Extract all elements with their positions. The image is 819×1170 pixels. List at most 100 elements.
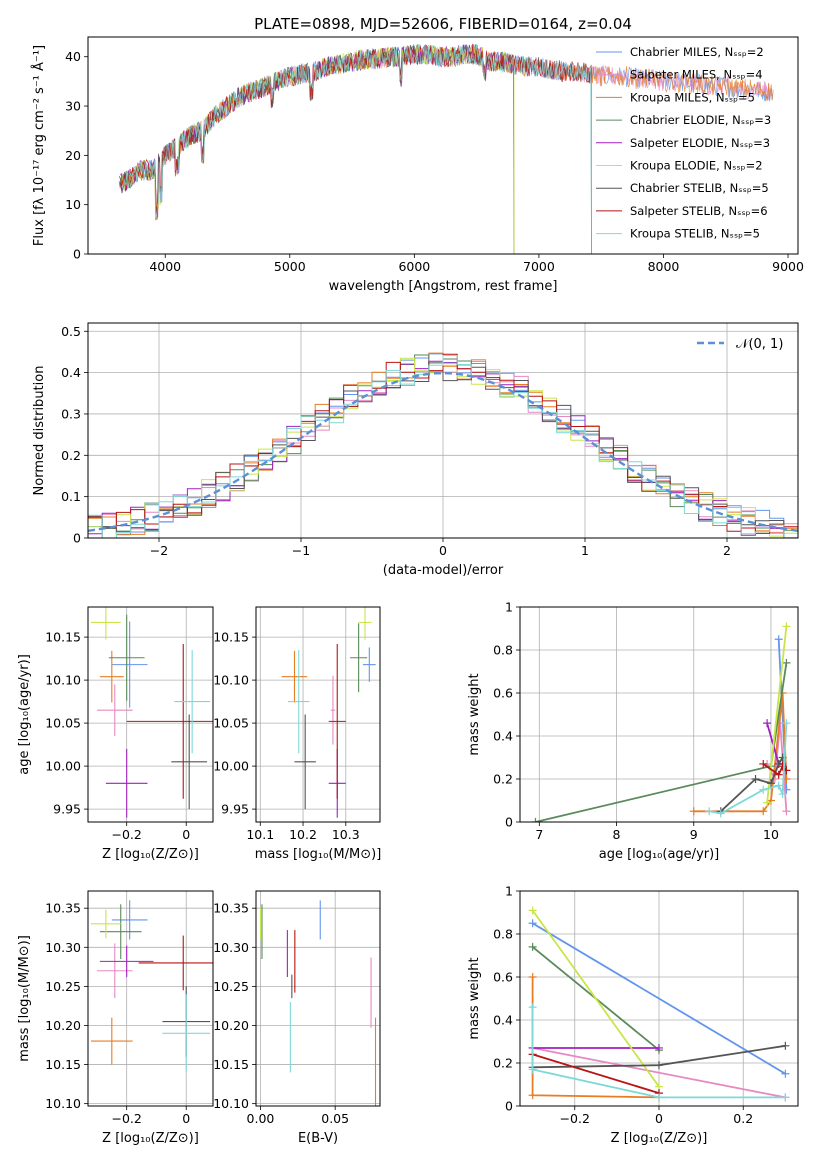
y-tick-label: 0.3 bbox=[61, 406, 81, 421]
axes-mass_vs_ebv: 0.00 0.05 10.10 10.15 10.20 10.25 10.30 10.35 E(… bbox=[213, 890, 381, 1146]
weight-line-5 bbox=[766, 626, 788, 803]
x-axis-label: age [log₁₀(age/yr)] bbox=[599, 847, 720, 862]
legend-label: Kroupa ELODIE, Nₛₛₚ=2 bbox=[630, 159, 763, 173]
legend-label: Kroupa MILES, Nₛₛₚ=5 bbox=[630, 90, 755, 104]
weight-marker-8 bbox=[781, 1093, 790, 1102]
weight-marker-8 bbox=[759, 785, 768, 794]
weight-marker-3 bbox=[531, 818, 540, 822]
axes-frame bbox=[255, 890, 381, 1107]
y-tick-label: 0.8 bbox=[493, 927, 513, 942]
y-tick-label: 20 bbox=[65, 148, 81, 163]
weight-marker-8 bbox=[774, 781, 783, 790]
y-tick-label: 1 bbox=[505, 600, 513, 615]
y-tick-label: 30 bbox=[65, 99, 81, 114]
legend-label: Kroupa STELIB, Nₛₛₚ=5 bbox=[630, 227, 760, 241]
x-tick-label: 10 bbox=[763, 827, 779, 842]
y-tick-label: 0.4 bbox=[61, 365, 81, 380]
spectrum-line-8 bbox=[121, 43, 592, 254]
y-tick-label: 10.30 bbox=[45, 940, 81, 955]
weight-marker-5 bbox=[528, 906, 537, 915]
weight-marker-1 bbox=[782, 807, 791, 816]
axes-spectrum: 4000 5000 6000 7000 8000 9000 0 10 20 30 40 wavelen… bbox=[31, 15, 804, 294]
axes-frame bbox=[519, 890, 799, 1107]
x-axis-label: Z [log₁₀(Z/Z⊙)] bbox=[102, 847, 199, 862]
plot-area-age_vs_mass bbox=[281, 607, 376, 818]
legend-label: Chabrier STELIB, Nₛₛₚ=5 bbox=[630, 181, 769, 195]
x-axis-label: E(B-V) bbox=[298, 1131, 338, 1146]
weight-marker-6 bbox=[781, 1041, 790, 1050]
y-axis-label: Normed distribution bbox=[32, 366, 47, 496]
weight-marker-7 bbox=[778, 762, 787, 771]
chart-title: PLATE=0898, MJD=52606, FIBERID=0164, z=0… bbox=[254, 15, 632, 33]
y-tick-label: 10.35 bbox=[45, 901, 81, 916]
y-tick-label: 10.10 bbox=[213, 673, 249, 688]
y-tick-label: 10.15 bbox=[45, 630, 81, 645]
x-axis-label: mass [log₁₀(M/M⊙)] bbox=[255, 847, 382, 862]
y-tick-label: 10.10 bbox=[45, 1096, 81, 1111]
weight-marker-0 bbox=[782, 785, 791, 794]
weight-marker-4 bbox=[655, 1043, 663, 1052]
plot-area-residuals bbox=[88, 352, 798, 538]
weight-line-5 bbox=[531, 909, 660, 1088]
y-tick-label: 10.20 bbox=[213, 1018, 249, 1033]
y-tick-label: 0.8 bbox=[493, 643, 513, 658]
y-tick-label: 40 bbox=[65, 49, 81, 64]
y-tick-label: 0.4 bbox=[493, 1013, 513, 1028]
plot-area-weight_vs_Z bbox=[528, 906, 790, 1102]
axes-weight_vs_Z: −0.2 0 0.2 0 0.2 0.4 0.6 0.8 1 Z [log₁₀(Z/Z⊙)] mas… bbox=[467, 884, 799, 1146]
x-tick-label: −2 bbox=[150, 543, 168, 558]
y-tick-label: 10.10 bbox=[213, 1096, 249, 1111]
y-tick-label: 0.1 bbox=[61, 489, 81, 504]
y-tick-label: 10.00 bbox=[213, 759, 249, 774]
legend-label: Salpeter STELIB, Nₛₛₚ=6 bbox=[630, 204, 768, 218]
legend-label: Chabrier ELODIE, Nₛₛₚ=3 bbox=[630, 113, 771, 127]
axes-age_vs_mass: 10.1 10.2 10.3 9.95 10.00 10.05 10.10 10.15 mass… bbox=[213, 606, 382, 862]
y-tick-label: 0 bbox=[505, 1099, 513, 1114]
x-tick-label: 0 bbox=[182, 1111, 190, 1126]
x-tick-label: 8 bbox=[613, 827, 621, 842]
y-tick-label: 0.2 bbox=[493, 772, 513, 787]
weight-line-7 bbox=[532, 1053, 660, 1094]
x-tick-label: 5000 bbox=[274, 259, 306, 274]
y-tick-label: 0 bbox=[73, 247, 81, 262]
weight-marker-0 bbox=[528, 919, 537, 928]
y-tick-label: 10.15 bbox=[213, 630, 249, 645]
y-tick-label: 10.05 bbox=[213, 716, 249, 731]
weight-marker-8 bbox=[778, 790, 787, 799]
weight-marker-0 bbox=[781, 1069, 790, 1078]
weight-line-2 bbox=[531, 977, 660, 1099]
axes-frame bbox=[255, 606, 381, 823]
x-tick-label: 8000 bbox=[648, 259, 680, 274]
x-tick-label: 2 bbox=[723, 543, 731, 558]
weight-marker-5 bbox=[763, 798, 772, 807]
weight-marker-7 bbox=[774, 770, 783, 779]
axes-age_vs_Z: −0.2 0 9.95 10.00 10.05 10.10 10.15 Z [log₁₀(Z/… bbox=[17, 606, 214, 862]
weight-marker-8 bbox=[705, 807, 714, 816]
y-tick-label: 10.15 bbox=[45, 1057, 81, 1072]
axes-weight_vs_age: 7 8 9 10 0 0.2 0.4 0.6 0.8 1 age [log₁₀(age/yr)] ma… bbox=[467, 600, 799, 862]
weight-marker-8 bbox=[655, 1093, 663, 1102]
x-tick-label: 9 bbox=[690, 827, 698, 842]
y-tick-label: 1 bbox=[505, 884, 513, 899]
x-axis-label: wavelength [Angstrom, rest frame] bbox=[329, 279, 558, 294]
legend: Chabrier MILES, Nₛₛₚ=2 Salpeter MILES, Nₛ… bbox=[596, 45, 771, 241]
weight-marker-6 bbox=[655, 1061, 663, 1070]
x-tick-label: 7 bbox=[535, 827, 543, 842]
weight-line-1 bbox=[532, 1047, 786, 1099]
y-tick-label: 0.2 bbox=[493, 1056, 513, 1071]
y-tick-label: 10.00 bbox=[45, 759, 81, 774]
x-tick-label: 0 bbox=[655, 1111, 663, 1126]
y-tick-label: 10.30 bbox=[213, 940, 249, 955]
spectrum-line-7 bbox=[120, 43, 592, 254]
spectrum-line-6 bbox=[118, 43, 592, 254]
y-tick-label: 10.20 bbox=[45, 1018, 81, 1033]
x-tick-label: −0.2 bbox=[112, 1111, 142, 1126]
y-tick-label: 0.5 bbox=[61, 324, 81, 339]
x-tick-label: 6000 bbox=[398, 259, 430, 274]
y-tick-label: 0 bbox=[73, 531, 81, 546]
y-tick-label: 10.15 bbox=[213, 1057, 249, 1072]
x-tick-label: 10.3 bbox=[332, 827, 360, 842]
y-tick-label: 0 bbox=[505, 815, 513, 830]
x-tick-label: 4000 bbox=[149, 259, 181, 274]
